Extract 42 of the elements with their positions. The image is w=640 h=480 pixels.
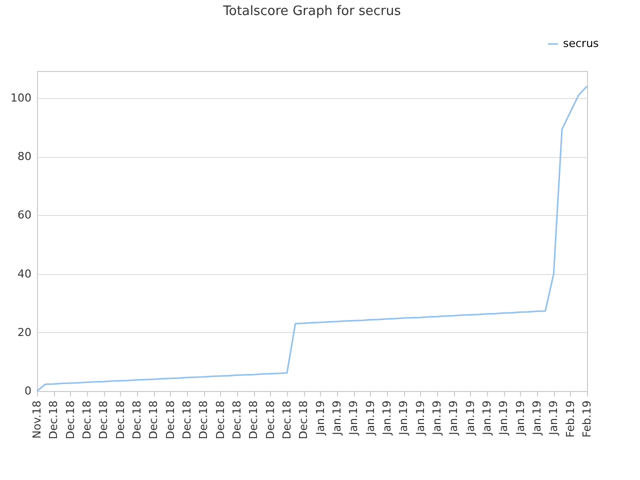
- x-tick-label: Jan.19: [480, 400, 494, 436]
- x-tick-label: Jan.19: [430, 400, 444, 436]
- x-tick-label: Feb.19: [564, 400, 577, 438]
- x-tick-label: Dec.18: [97, 400, 110, 440]
- legend-label: secrus: [563, 37, 600, 50]
- x-tick-label: Dec.18: [214, 400, 227, 440]
- x-tick-label: Dec.18: [230, 400, 244, 440]
- x-tick-label: Jan.19: [414, 400, 427, 436]
- y-tick-label: 40: [18, 267, 32, 280]
- x-tick-label: Dec.18: [247, 400, 260, 440]
- x-tick-label: Feb.19: [580, 400, 594, 438]
- x-tick-label: Dec.18: [264, 400, 277, 440]
- x-tick-label: Jan.19: [314, 400, 327, 436]
- chart-title: Totalscore Graph for secrus: [222, 4, 402, 19]
- x-tick-label: Jan.19: [380, 400, 394, 436]
- x-tick-label: Dec.18: [297, 400, 310, 440]
- x-tick-label: Dec.18: [80, 400, 94, 440]
- x-tick-label: Jan.19: [364, 400, 377, 436]
- y-tick-label: 20: [18, 326, 32, 339]
- x-tick-label: Dec.18: [64, 400, 77, 440]
- x-tick-label: Dec.18: [47, 400, 60, 440]
- x-tick-label: Dec.18: [197, 400, 210, 440]
- x-tick-label: Dec.18: [130, 400, 144, 440]
- x-tick-label: Dec.18: [180, 400, 194, 440]
- y-tick-label: 60: [18, 208, 32, 222]
- x-tick-label: Jan.19: [497, 400, 510, 436]
- x-tick-label: Dec.18: [280, 400, 294, 440]
- x-tick-label: Jan.19: [514, 400, 527, 436]
- x-tick-label: Jan.19: [397, 400, 410, 436]
- x-tick-label: Dec.18: [147, 400, 160, 440]
- y-tick-label: 100: [10, 91, 32, 104]
- y-tick-label: 80: [18, 150, 32, 164]
- y-tick-label: 0: [24, 384, 32, 398]
- x-tick-label: Nov.18: [30, 400, 44, 439]
- x-tick-label: Jan.19: [547, 400, 560, 436]
- x-tick-label: Jan.19: [464, 400, 477, 436]
- x-tick-label: Jan.19: [447, 400, 460, 436]
- x-tick-label: Jan.19: [330, 400, 344, 436]
- x-tick-label: Jan.19: [530, 400, 544, 436]
- x-tick-label: Dec.18: [114, 400, 127, 440]
- x-tick-label: Dec.18: [164, 400, 177, 440]
- x-tick-label: Jan.19: [347, 400, 360, 436]
